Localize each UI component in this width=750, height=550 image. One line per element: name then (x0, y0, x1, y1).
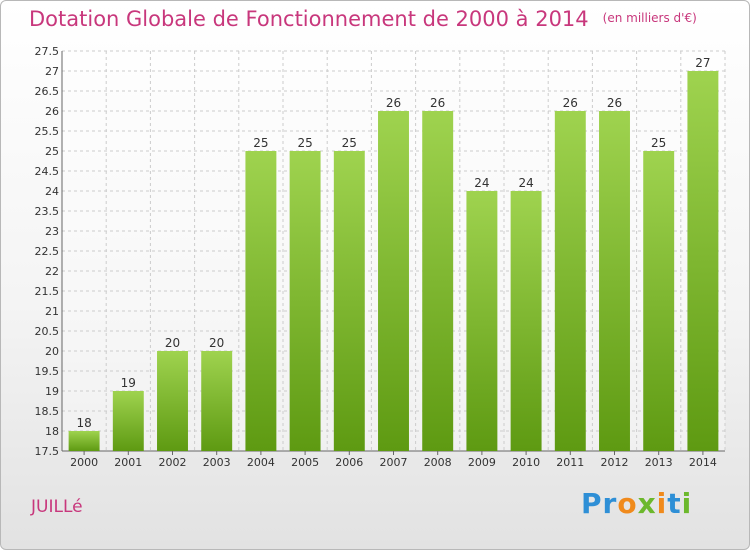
bar-value-label: 20 (209, 336, 224, 350)
x-tick-label: 2012 (601, 456, 629, 469)
x-tick-label: 2003 (203, 456, 231, 469)
chart-title-text: Dotation Globale de Fonctionnement de 20… (29, 7, 589, 31)
y-tick-label: 20 (45, 345, 59, 358)
x-tick-label: 2005 (291, 456, 319, 469)
proxiti-logo: Proxiti (581, 487, 693, 520)
x-tick-label: 2008 (424, 456, 452, 469)
bar-value-label: 26 (563, 96, 578, 110)
y-tick-label: 22 (45, 265, 59, 278)
y-tick-label: 20.5 (35, 325, 60, 338)
bar-value-label: 24 (518, 176, 533, 190)
y-tick-label: 21 (45, 305, 59, 318)
bar-value-label: 27 (695, 56, 710, 70)
y-tick-label: 27.5 (35, 45, 60, 58)
y-tick-label: 22.5 (35, 245, 60, 258)
bar-value-label: 25 (651, 136, 666, 150)
bar (643, 151, 675, 451)
x-tick-label: 2007 (380, 456, 408, 469)
y-tick-label: 24 (45, 185, 59, 198)
bar-value-label: 26 (386, 96, 401, 110)
x-tick-label: 2010 (512, 456, 540, 469)
bar (68, 431, 100, 451)
y-tick-label: 23.5 (35, 205, 60, 218)
y-tick-label: 25 (45, 145, 59, 158)
bar-value-label: 24 (474, 176, 489, 190)
y-tick-label: 19 (45, 385, 59, 398)
x-tick-label: 2014 (689, 456, 717, 469)
bar-value-label: 25 (297, 136, 312, 150)
bar (422, 111, 454, 451)
bar-value-label: 18 (76, 416, 91, 430)
commune-name: JUILLé (31, 497, 83, 517)
x-tick-label: 2009 (468, 456, 496, 469)
x-tick-label: 2001 (114, 456, 142, 469)
chart-title: Dotation Globale de Fonctionnement de 20… (29, 7, 697, 31)
bar-value-label: 25 (253, 136, 268, 150)
bar-value-label: 19 (121, 376, 136, 390)
y-tick-label: 25.5 (35, 125, 60, 138)
bar (554, 111, 586, 451)
bar (245, 151, 277, 451)
y-tick-label: 26 (45, 105, 59, 118)
x-tick-label: 2006 (335, 456, 363, 469)
bar-value-label: 20 (165, 336, 180, 350)
x-tick-label: 2004 (247, 456, 275, 469)
y-tick-label: 27 (45, 65, 59, 78)
bar (201, 351, 233, 451)
x-tick-label: 2002 (159, 456, 187, 469)
y-tick-label: 19.5 (35, 365, 60, 378)
chart-unit: (en milliers d'€) (602, 11, 697, 25)
x-tick-label: 2013 (645, 456, 673, 469)
bar (333, 151, 365, 451)
bar (157, 351, 188, 451)
bar-value-label: 26 (430, 96, 445, 110)
y-tick-label: 23 (45, 225, 59, 238)
bar-value-label: 25 (342, 136, 357, 150)
y-tick-label: 26.5 (35, 85, 60, 98)
bar (378, 111, 409, 451)
x-tick-label: 2011 (556, 456, 584, 469)
bar (289, 151, 321, 451)
bar (466, 191, 498, 451)
bar (599, 111, 630, 451)
bar-value-label: 26 (607, 96, 622, 110)
y-tick-label: 18.5 (35, 405, 60, 418)
bar (112, 391, 144, 451)
y-tick-label: 18 (45, 425, 59, 438)
x-tick-label: 2000 (70, 456, 98, 469)
y-tick-label: 24.5 (35, 165, 60, 178)
y-tick-label: 17.5 (35, 445, 60, 458)
bar (687, 71, 719, 451)
y-tick-label: 21.5 (35, 285, 60, 298)
bar (510, 191, 542, 451)
